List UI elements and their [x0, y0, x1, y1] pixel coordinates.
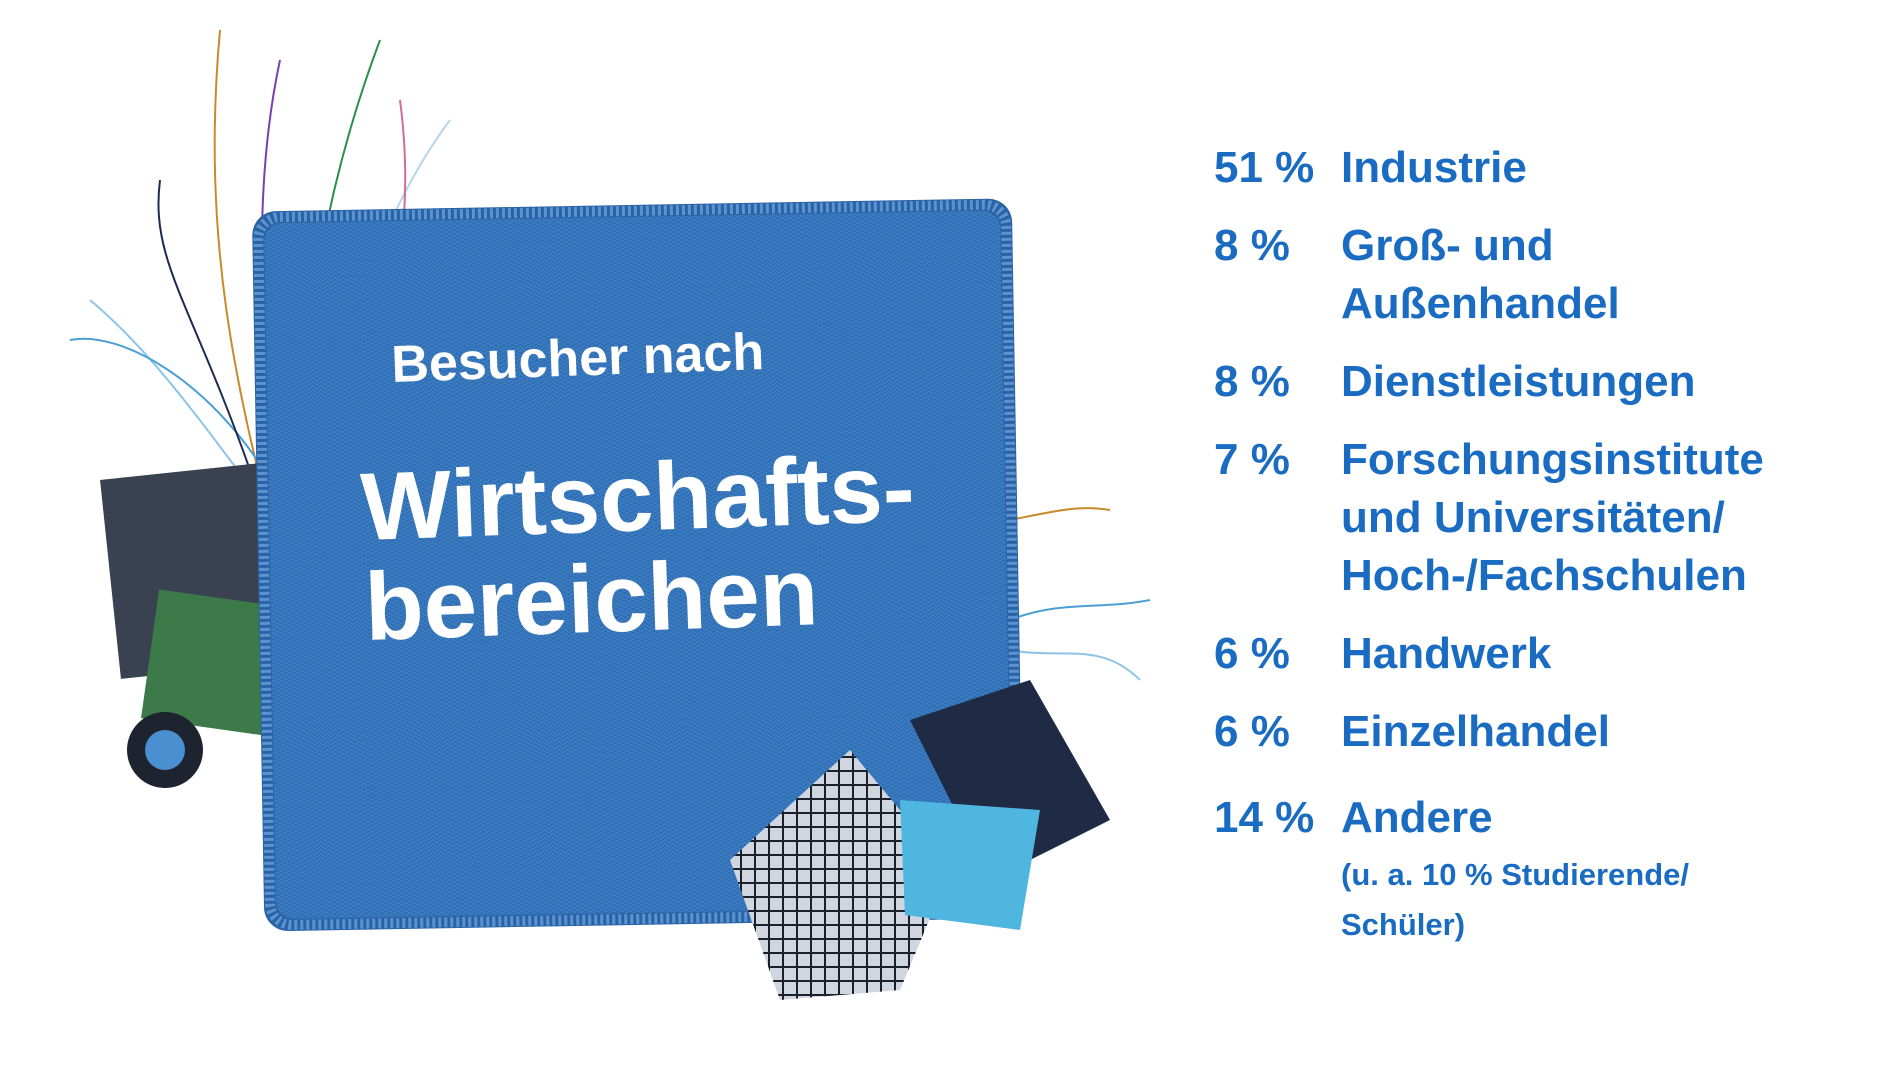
- share: 8 %: [1214, 357, 1290, 406]
- sector: Hoch-/Fachschulen: [1341, 551, 1747, 600]
- sector: Forschungsinstitute: [1341, 435, 1764, 484]
- sector: und Universitäten/: [1341, 493, 1725, 542]
- sector: Andere: [1341, 793, 1493, 842]
- share: 7 %: [1214, 435, 1290, 484]
- share: 6 %: [1214, 707, 1290, 756]
- title: Besucher nach: [390, 323, 765, 394]
- sector: Industrie: [1341, 143, 1527, 192]
- heading-line: bereichen: [363, 538, 820, 661]
- sector: Handwerk: [1341, 629, 1552, 678]
- sector: Dienstleistungen: [1341, 357, 1696, 406]
- sector: Einzelhandel: [1341, 707, 1610, 756]
- sector: Groß- und: [1341, 221, 1554, 270]
- note: Schüler): [1341, 907, 1466, 942]
- share: 14 %: [1214, 793, 1315, 842]
- fabric-pieces: [730, 680, 1110, 1000]
- note: (u. a. 10 % Studierende/: [1341, 857, 1689, 892]
- patch: [252, 198, 1024, 932]
- heading-line: Wirtschafts-: [359, 435, 916, 561]
- share: 6 %: [1214, 629, 1290, 678]
- share: 51 %: [1214, 143, 1315, 192]
- sector: Außenhandel: [1341, 279, 1620, 328]
- share: 8 %: [1214, 221, 1290, 270]
